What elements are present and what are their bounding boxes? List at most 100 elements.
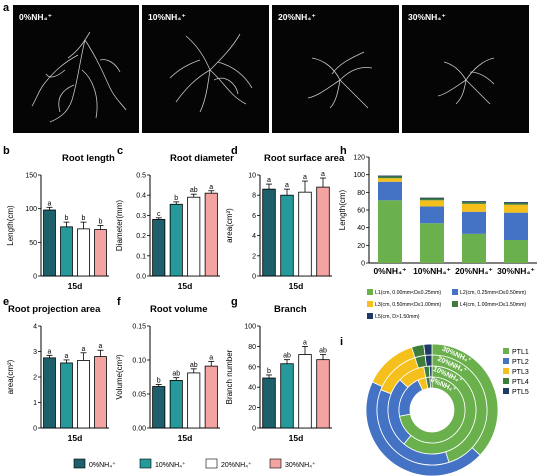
treatment-legend: 0%NH₄⁺ 10%NH₄⁺ 20%NH₄⁺ 30%NH₄⁺	[73, 458, 316, 469]
chart-b: Root length 0 50 100 150 Length(cm) 15d a b b b	[6, 153, 115, 291]
stacked-segment	[420, 223, 444, 263]
significance-letter: b	[157, 377, 161, 384]
y-tick-label: 40	[357, 225, 365, 232]
legend-swatch	[503, 358, 509, 364]
legend-label: L3(cm, 0.50mm<D≤1.00mm)	[375, 302, 441, 308]
x-axis-label: 15d	[289, 433, 304, 443]
legend-swatch	[139, 458, 152, 469]
legend-label: 20%NH₄⁺	[221, 461, 252, 469]
x-tick-label: 0%NH₄⁺	[373, 266, 406, 276]
y-tick-label: 20	[248, 405, 256, 412]
stacked-segment	[420, 206, 444, 224]
bar	[187, 196, 201, 277]
stacked-segment	[462, 211, 486, 234]
significance-letter: ab	[319, 348, 327, 355]
bar	[43, 209, 56, 277]
legend-label: PTL5	[512, 389, 529, 396]
donut-slice	[424, 354, 433, 367]
y-tick-label: 150	[25, 173, 37, 180]
bar	[94, 229, 107, 277]
legend-swatch	[367, 289, 373, 295]
photo-20	[272, 5, 399, 133]
significance-letter: a	[321, 171, 325, 178]
significance-letter: b	[267, 368, 271, 375]
chart-g: Branch 0 20 40 60 80 100 Branch number 15d b ab a ab	[225, 304, 332, 443]
y-tick-label: 4	[252, 233, 256, 240]
bar	[316, 186, 330, 277]
significance-letter: a	[48, 348, 52, 355]
donut-slice	[423, 343, 433, 356]
y-tick-label: 0	[33, 426, 37, 433]
y-tick-label: 0.05	[132, 392, 146, 399]
legend-label: L1(cm, 0.00mm<D≤0.25mm)	[375, 290, 441, 296]
bar	[204, 365, 218, 429]
chart-title: Branch	[274, 304, 307, 315]
y-tick-label: 8	[252, 193, 256, 200]
y-tick-label: 1	[33, 400, 37, 407]
significance-letter: ab	[172, 371, 180, 378]
y-tick-label: 20	[357, 243, 365, 250]
significance-letter: a	[48, 200, 52, 207]
bar	[169, 379, 183, 429]
stacked-segment	[420, 198, 444, 201]
stacked-segment	[462, 233, 486, 263]
panel-letter-a: a	[3, 2, 10, 14]
stacked-bar-chart: 0 20 40 60 80 100 120 Length(cm) 0%NH₄⁺ 10%NH₄⁺ 20…	[338, 155, 537, 320]
y-tick-label: 0.3	[136, 213, 146, 220]
chart-d: Root surface area 0 2 4 6 8 10 area(cm²) 15d a a a a	[225, 153, 345, 291]
y-tick-label: 0	[33, 274, 37, 281]
y-tick-label: 3	[33, 349, 37, 356]
legend-swatch	[503, 378, 509, 384]
significance-letter: a	[209, 354, 213, 361]
legend-label: 10%NH₄⁺	[155, 461, 186, 469]
bar	[280, 363, 294, 429]
y-tick-label: 80	[248, 344, 256, 351]
y-axis-label: Diameter(mm)	[115, 200, 124, 251]
significance-letter: a	[82, 346, 86, 353]
bar	[152, 386, 166, 429]
legend-label: PTL4	[512, 379, 529, 386]
panel-letter-d: d	[231, 145, 238, 157]
y-tick-label: 6	[252, 213, 256, 220]
stacked-segment	[378, 200, 402, 263]
y-tick-label: 40	[248, 385, 256, 392]
bar	[60, 226, 73, 277]
legend-swatch	[452, 289, 458, 295]
root-image-20	[307, 51, 373, 109]
significance-letter: c	[157, 211, 161, 218]
legend-label: PTL1	[512, 349, 529, 356]
significance-letter: ab	[190, 362, 198, 369]
legend-label: L4(cm, 1.00mm<D≤1.50mm)	[460, 302, 526, 308]
y-tick-label: 2	[33, 375, 37, 382]
chart-title: Root diameter	[170, 153, 234, 164]
legend-label: L2(cm, 0.25mm<D≤0.50mm)	[460, 290, 526, 296]
stacked-segment	[504, 202, 528, 203]
stacked-segment	[378, 178, 402, 182]
legend-swatch	[367, 313, 373, 319]
legend-swatch	[503, 388, 509, 394]
y-tick-label: 100	[244, 324, 256, 331]
x-axis-label: 15d	[68, 433, 83, 443]
significance-letter: b	[82, 215, 86, 222]
y-tick-label: 4	[33, 324, 37, 331]
root-image-10	[169, 33, 253, 113]
significance-letter: b	[65, 215, 69, 222]
photo-label-10: 10%NH₄⁺	[148, 12, 186, 22]
y-tick-label: 0.1	[136, 253, 146, 260]
legend-label: 0%NH₄⁺	[89, 461, 116, 469]
legend-label: 30%NH₄⁺	[285, 461, 316, 469]
stacked-segment	[462, 203, 486, 212]
significance-letter: a	[303, 174, 307, 181]
legend-label: L5(cm, D>1.50mm)	[375, 314, 420, 320]
panel-letter-e: e	[3, 296, 9, 308]
bar	[298, 354, 312, 429]
panel-a: a 0%NH₄⁺ 10%NH₄⁺ 20%NH₄⁺ 30%NH₄⁺	[3, 2, 529, 133]
y-axis-label: Length(cm)	[6, 205, 15, 246]
y-tick-label: 10	[248, 173, 256, 180]
y-tick-label: 50	[29, 240, 37, 247]
y-tick-label: 80	[357, 190, 365, 197]
panel-letter-b: b	[3, 145, 10, 157]
photo-0	[13, 5, 139, 133]
x-axis-label: 15d	[178, 281, 193, 291]
